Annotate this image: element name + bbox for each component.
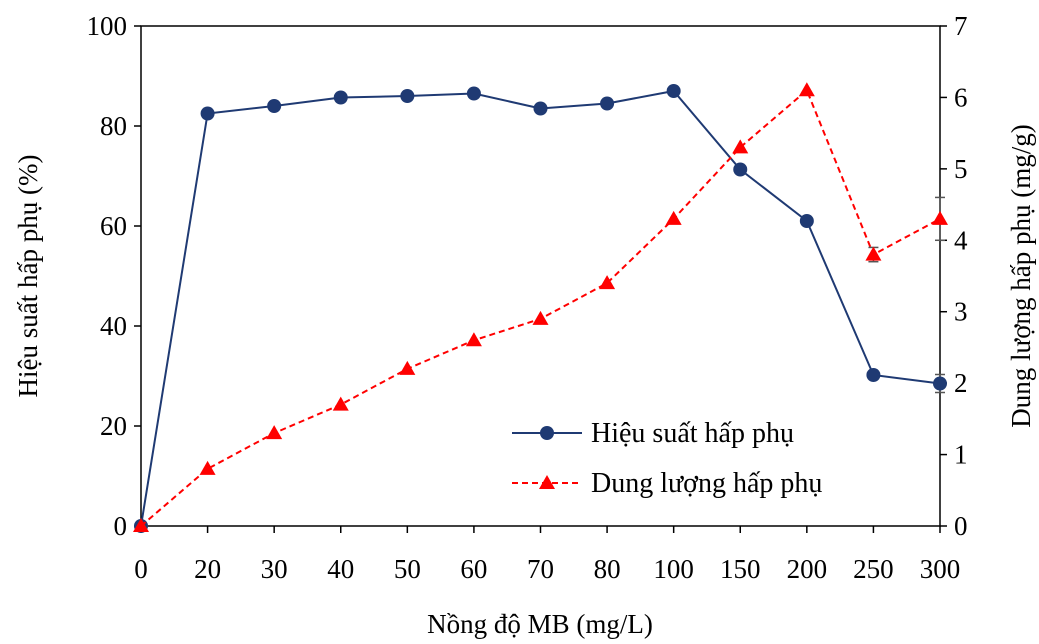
legend: Hiệu suất hấp phụ Dung lượng hấp phụ (512, 418, 822, 499)
x-tick-label: 300 (920, 554, 961, 584)
y-right-tick-label: 5 (954, 154, 968, 184)
point-capacity (465, 332, 482, 347)
x-tick-label: 20 (194, 554, 221, 584)
y-left-tick-label: 80 (100, 111, 127, 141)
x-axis-ticks: 0 20 30 40 50 60 70 80 100 150 200 250 300 (134, 526, 960, 584)
x-tick-label: 80 (594, 554, 621, 584)
x-tick-label: 40 (327, 554, 354, 584)
legend-label-capacity: Dung lượng hấp phụ (591, 468, 822, 499)
x-tick-label: 50 (394, 554, 421, 584)
point-efficiency (200, 106, 215, 121)
series-layer (133, 82, 948, 533)
point-efficiency (733, 162, 748, 177)
y-right-tick-label: 7 (954, 11, 968, 41)
left-axis-ticks: 0 20 40 60 80 100 (87, 11, 141, 541)
x-tick-label: 200 (787, 554, 828, 584)
y-axis-left-title: Hiệu suất hấp phụ (%) (13, 155, 43, 398)
point-efficiency (666, 84, 681, 98)
legend-label-efficiency: Hiệu suất hấp phụ (591, 418, 794, 449)
x-tick-label: 150 (720, 554, 761, 584)
point-capacity (133, 518, 149, 532)
y-right-tick-label: 1 (954, 440, 968, 470)
y-left-tick-label: 60 (100, 211, 127, 241)
y-right-tick-label: 0 (954, 511, 968, 541)
point-efficiency (866, 368, 881, 382)
point-capacity (266, 425, 283, 440)
legend-marker-efficiency (540, 426, 554, 440)
x-tick-label: 0 (134, 554, 148, 584)
x-tick-label: 250 (853, 554, 894, 584)
y-right-tick-label: 6 (954, 82, 968, 112)
y-left-tick-label: 40 (100, 311, 127, 341)
point-efficiency (799, 214, 814, 228)
series-line-capacity (140, 88, 941, 527)
x-tick-label: 70 (527, 554, 554, 584)
series-line-efficiency (140, 89, 941, 527)
legend-marker-capacity (539, 475, 555, 489)
x-tick-label: 30 (261, 554, 288, 584)
y-axis-right-title: Dung lượng hấp phụ (mg/g) (1006, 124, 1036, 427)
y-left-tick-label: 0 (114, 511, 128, 541)
point-capacity (532, 310, 549, 325)
x-axis-title: Nồng độ MB (mg/L) (427, 609, 653, 639)
point-efficiency (533, 101, 548, 116)
point-capacity (399, 360, 416, 375)
point-capacity (732, 139, 749, 154)
point-efficiency (400, 89, 415, 103)
y-right-tick-label: 2 (954, 368, 968, 398)
point-efficiency (333, 90, 348, 105)
point-efficiency (267, 99, 282, 113)
point-efficiency (933, 376, 947, 391)
point-efficiency (466, 86, 481, 101)
point-capacity (932, 210, 948, 225)
point-capacity (665, 210, 682, 225)
point-capacity (798, 82, 815, 97)
x-tick-label: 100 (653, 554, 694, 584)
right-axis-ticks: 0 1 2 3 4 5 6 7 (940, 11, 968, 541)
plot-frame (140, 25, 941, 527)
point-capacity (599, 275, 616, 290)
point-capacity (332, 396, 349, 411)
y-right-tick-label: 3 (954, 297, 968, 327)
x-tick-label: 60 (460, 554, 487, 584)
point-capacity (199, 460, 216, 475)
y-left-tick-label: 20 (100, 411, 127, 441)
point-capacity (865, 246, 882, 261)
point-efficiency (600, 96, 615, 111)
y-right-tick-label: 4 (954, 225, 968, 255)
y-left-tick-label: 100 (87, 11, 128, 41)
